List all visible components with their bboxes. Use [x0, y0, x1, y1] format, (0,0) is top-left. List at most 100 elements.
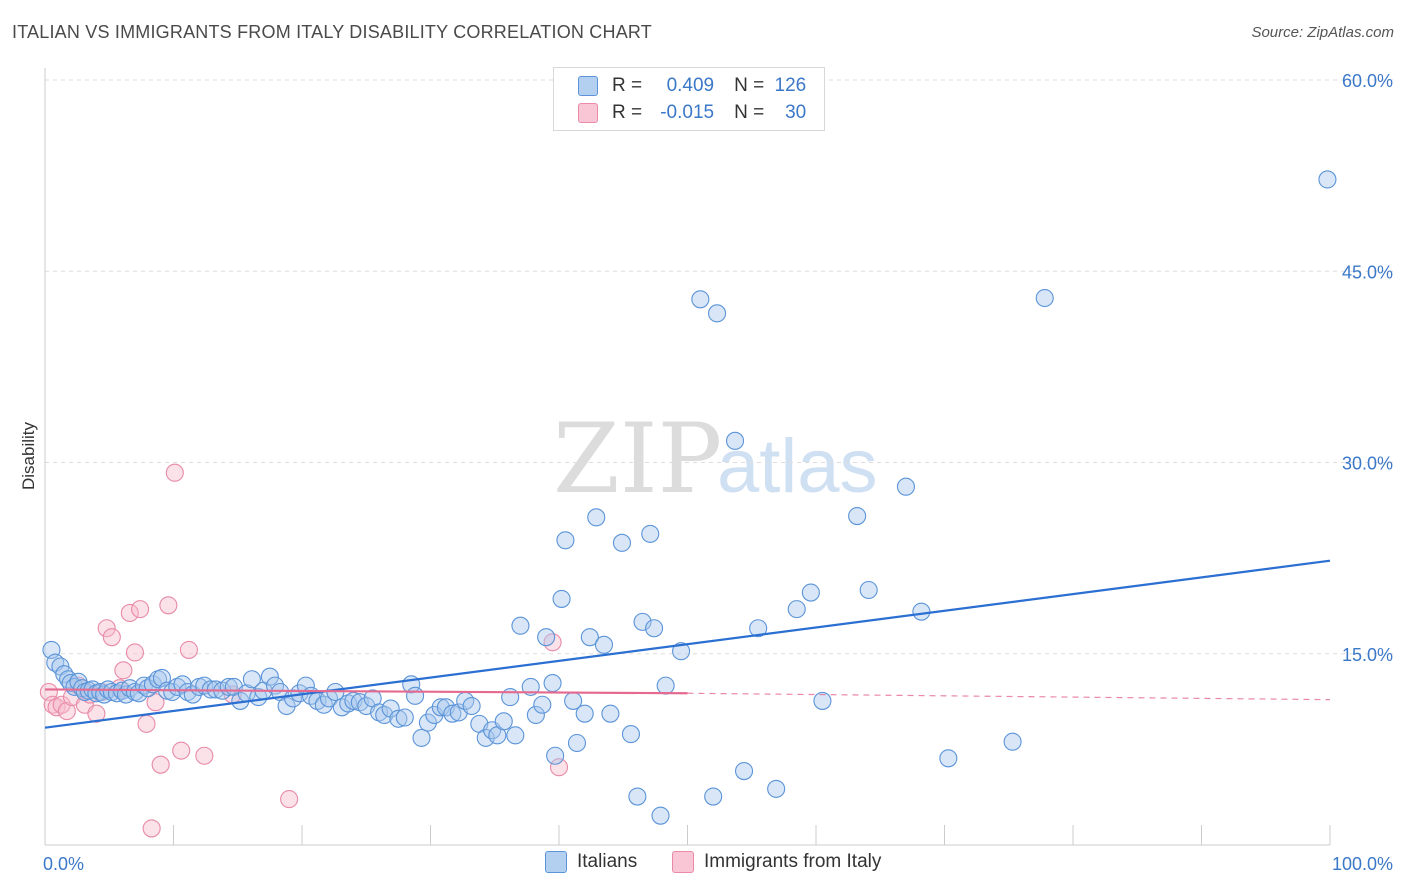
y-tick-label: 45.0%	[1342, 262, 1393, 282]
legend-r-label: R =	[612, 102, 643, 123]
immigrants-point	[102, 628, 121, 647]
italians-point	[339, 694, 358, 713]
italians-point	[543, 674, 562, 693]
legend-r-value: 0.409	[666, 75, 715, 96]
italians-point	[552, 589, 571, 608]
italians-point	[580, 628, 599, 647]
italians-point	[412, 728, 431, 747]
italians-point	[813, 691, 832, 710]
italians-point	[641, 524, 660, 543]
immigrants-point	[146, 693, 165, 712]
immigrants-point	[165, 463, 184, 482]
legend-label-immigrants: Immigrants from Italy	[704, 851, 882, 872]
italians-point	[767, 779, 786, 798]
legend-n-label: N =	[734, 102, 765, 123]
italians-swatch	[578, 76, 598, 96]
legend-item-immigrants: Immigrants from Italy	[672, 851, 881, 873]
italians-point	[242, 670, 261, 689]
legend-label-italians: Italians	[577, 851, 638, 872]
italians-point	[537, 628, 556, 647]
italians-point	[389, 709, 408, 728]
immigrants-point	[114, 661, 133, 680]
legend-n-label: N =	[734, 75, 765, 96]
y-tick-label: 30.0%	[1342, 454, 1393, 474]
x-tick-label: 0.0%	[43, 854, 84, 874]
italians-legend-swatch	[545, 851, 567, 873]
italians-point	[431, 698, 450, 717]
italians-point	[1035, 288, 1054, 308]
italians-point	[725, 431, 745, 450]
immigrants-point	[57, 702, 76, 721]
chart-title: ITALIAN VS IMMIGRANTS FROM ITALY DISABIL…	[12, 22, 652, 42]
immigrants-swatch	[578, 103, 598, 123]
italians-point	[633, 612, 652, 631]
italians-point	[691, 290, 710, 309]
immigrants-point	[47, 698, 66, 717]
watermark: ZIP atlas	[553, 403, 878, 515]
italians-point	[381, 699, 400, 718]
immigrants-point	[151, 755, 170, 774]
italians-point	[896, 477, 916, 496]
italians-point	[418, 713, 437, 732]
italians-point	[651, 806, 670, 825]
italians-point	[375, 705, 394, 725]
italians-point	[370, 703, 389, 722]
legend-n-value: 126	[774, 75, 807, 96]
legend-r-label: R =	[612, 75, 643, 96]
italians-point	[277, 696, 296, 716]
source-credit: Source: ZipAtlas.com	[1251, 24, 1394, 41]
italians-point	[859, 580, 878, 600]
trend-lines	[44, 559, 1331, 729]
italians-point	[621, 725, 641, 744]
italians-point	[734, 761, 754, 781]
italians-point	[476, 728, 495, 747]
legend-item-italians: Italians	[545, 851, 637, 873]
immigrants-point	[280, 790, 299, 809]
italians-point	[787, 600, 806, 619]
italians-points	[42, 170, 1337, 825]
italians-point	[575, 704, 594, 723]
italians-point	[672, 642, 691, 661]
immigrants-point	[195, 746, 214, 765]
immigrants-trend-extension	[687, 692, 1331, 701]
y-tick-label: 15.0%	[1342, 645, 1393, 665]
immigrants-point	[172, 741, 191, 760]
legend-row-immigrants: R = -0.015 N = 30	[578, 100, 806, 126]
immigrants-point	[549, 758, 569, 777]
immigrants-trend-line	[44, 688, 688, 695]
italians-point	[939, 749, 958, 768]
italians-point	[494, 712, 513, 731]
watermark-atlas: atlas	[717, 424, 878, 509]
italians-point	[704, 787, 723, 806]
italians-point	[260, 667, 279, 686]
immigrants-point	[159, 596, 178, 615]
immigrants-point	[97, 619, 116, 638]
legend-r-value: -0.015	[660, 102, 715, 123]
y-axis-label: Disability	[19, 421, 38, 490]
immigrants-point	[125, 643, 144, 662]
italians-point	[406, 686, 425, 705]
italians-point	[546, 746, 565, 765]
x-tick-label: 100.0%	[1332, 854, 1393, 874]
immigrants-point	[131, 600, 150, 619]
y-tick-label: 60.0%	[1342, 71, 1393, 91]
italians-point	[511, 616, 530, 635]
italians-point	[645, 619, 664, 638]
italians-point	[656, 676, 675, 695]
italians-point	[395, 708, 414, 727]
immigrants-point	[87, 704, 106, 723]
immigrants-point	[137, 714, 156, 733]
immigrants-point	[142, 819, 161, 838]
italians-point	[749, 619, 768, 638]
italians-point	[708, 304, 727, 323]
italians-point	[587, 508, 606, 527]
italians-point	[556, 531, 575, 550]
legend-row-italians: R = 0.409 N = 126	[578, 73, 806, 99]
italians-point	[178, 682, 197, 702]
italians-point	[628, 787, 647, 806]
italians-point	[443, 704, 462, 723]
immigrants-point	[179, 640, 198, 659]
italians-point	[601, 704, 620, 723]
italians-point	[912, 602, 931, 621]
